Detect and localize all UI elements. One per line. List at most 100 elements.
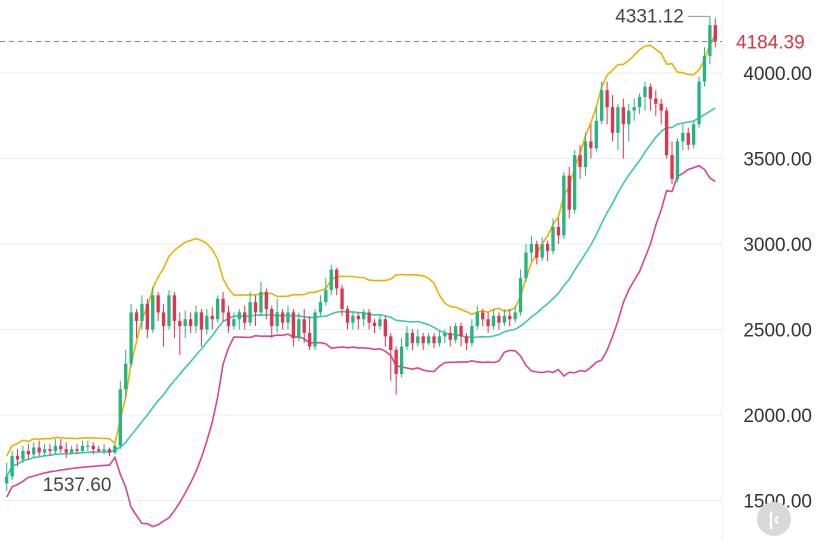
y-axis: 4000.003500.003000.002500.002000.001500.… (743, 64, 812, 513)
candle-body (259, 291, 263, 313)
candle-body (324, 290, 328, 303)
candle-body (464, 336, 469, 344)
candle-body (243, 312, 247, 323)
candle-body (113, 445, 117, 453)
candle-body (172, 295, 177, 321)
candle-body (681, 132, 685, 142)
candle-body (691, 124, 696, 145)
candle-body (481, 312, 485, 320)
candle-body (297, 319, 301, 339)
middle-band-line (5, 107, 716, 477)
candle-body (156, 295, 160, 313)
candle-body (307, 332, 312, 347)
candle-body (313, 312, 317, 347)
candle-body (664, 110, 669, 156)
y-tick-label: 4000.00 (743, 64, 812, 85)
candle-body (345, 308, 350, 323)
candle-body (572, 155, 577, 210)
candle-body (102, 449, 106, 451)
candle-body (221, 298, 225, 313)
candle-body (253, 302, 258, 313)
annotations: 4331.12 1537.60 4184.39 (0, 6, 805, 496)
candle-body (205, 315, 209, 330)
bollinger-bands (5, 34, 717, 528)
candles (5, 16, 717, 492)
candle-body (491, 315, 496, 327)
candle-body (470, 326, 474, 344)
candle-body (632, 107, 636, 111)
candle-body (367, 312, 371, 323)
candle-body (502, 315, 507, 323)
candle-body (356, 315, 360, 320)
candle-body (637, 96, 642, 108)
candle-body (551, 226, 555, 251)
candle-body (562, 175, 566, 236)
candle-body (697, 81, 701, 125)
candle-body (237, 312, 241, 320)
candle-body (10, 456, 14, 477)
upper-band-line (5, 34, 717, 457)
candle-body (86, 445, 90, 447)
high-price-label: 4331.12 (615, 6, 684, 27)
y-tick-label: 2000.00 (743, 406, 812, 427)
candle-body (616, 107, 620, 133)
candle-body (194, 312, 198, 327)
candle-body (69, 449, 74, 453)
candle-body (145, 303, 150, 330)
candle-body (318, 302, 323, 313)
y-tick-label: 2500.00 (743, 321, 812, 342)
candle-body (610, 107, 615, 133)
lower-band-line (5, 164, 716, 528)
candle-body (302, 319, 306, 333)
candle-body (383, 319, 388, 337)
candle-body (32, 447, 36, 455)
y-tick-label: 3500.00 (743, 150, 812, 171)
candle-body (486, 319, 490, 327)
candle-body (437, 336, 442, 344)
collapse-button[interactable]: |‹ (757, 502, 791, 536)
candle-body (459, 326, 463, 337)
candle-body (627, 110, 631, 125)
candle-body (702, 55, 707, 82)
candle-body (513, 312, 517, 320)
candle-body (151, 295, 155, 330)
candle-body (178, 320, 182, 327)
candle-body (453, 326, 458, 340)
candle-body (399, 346, 404, 374)
candle-body (708, 25, 712, 56)
last-price-label: 4184.39 (736, 32, 805, 53)
candle-body (648, 86, 653, 99)
candle-body (497, 315, 501, 323)
candle-body (37, 447, 41, 453)
candle-body (340, 288, 344, 309)
candle-body (91, 445, 95, 450)
candle-body (129, 312, 133, 364)
y-tick-label: 3000.00 (743, 235, 812, 256)
candle-body (124, 363, 128, 390)
candle-body (670, 155, 674, 180)
candle-body (21, 450, 25, 460)
candle-body (26, 450, 31, 455)
grid-lines (0, 0, 723, 540)
candle-body (535, 244, 539, 258)
candle-body (421, 336, 425, 344)
candle-body (362, 312, 366, 320)
low-price-label: 1537.60 (43, 475, 112, 496)
candle-body (394, 350, 398, 374)
candle-body (80, 445, 85, 451)
candle-body (280, 312, 285, 323)
candle-body (567, 175, 571, 210)
candle-body (42, 449, 47, 453)
candle-body (540, 244, 544, 258)
candle-body (659, 103, 663, 111)
candle-body (518, 278, 523, 313)
candle-body (378, 319, 382, 327)
candle-body (107, 449, 112, 453)
candle-body (416, 336, 420, 344)
candle-body (215, 298, 220, 320)
candle-body (351, 315, 355, 323)
candle-body (167, 295, 171, 327)
candle-body (713, 25, 717, 42)
candle-body (432, 336, 436, 344)
